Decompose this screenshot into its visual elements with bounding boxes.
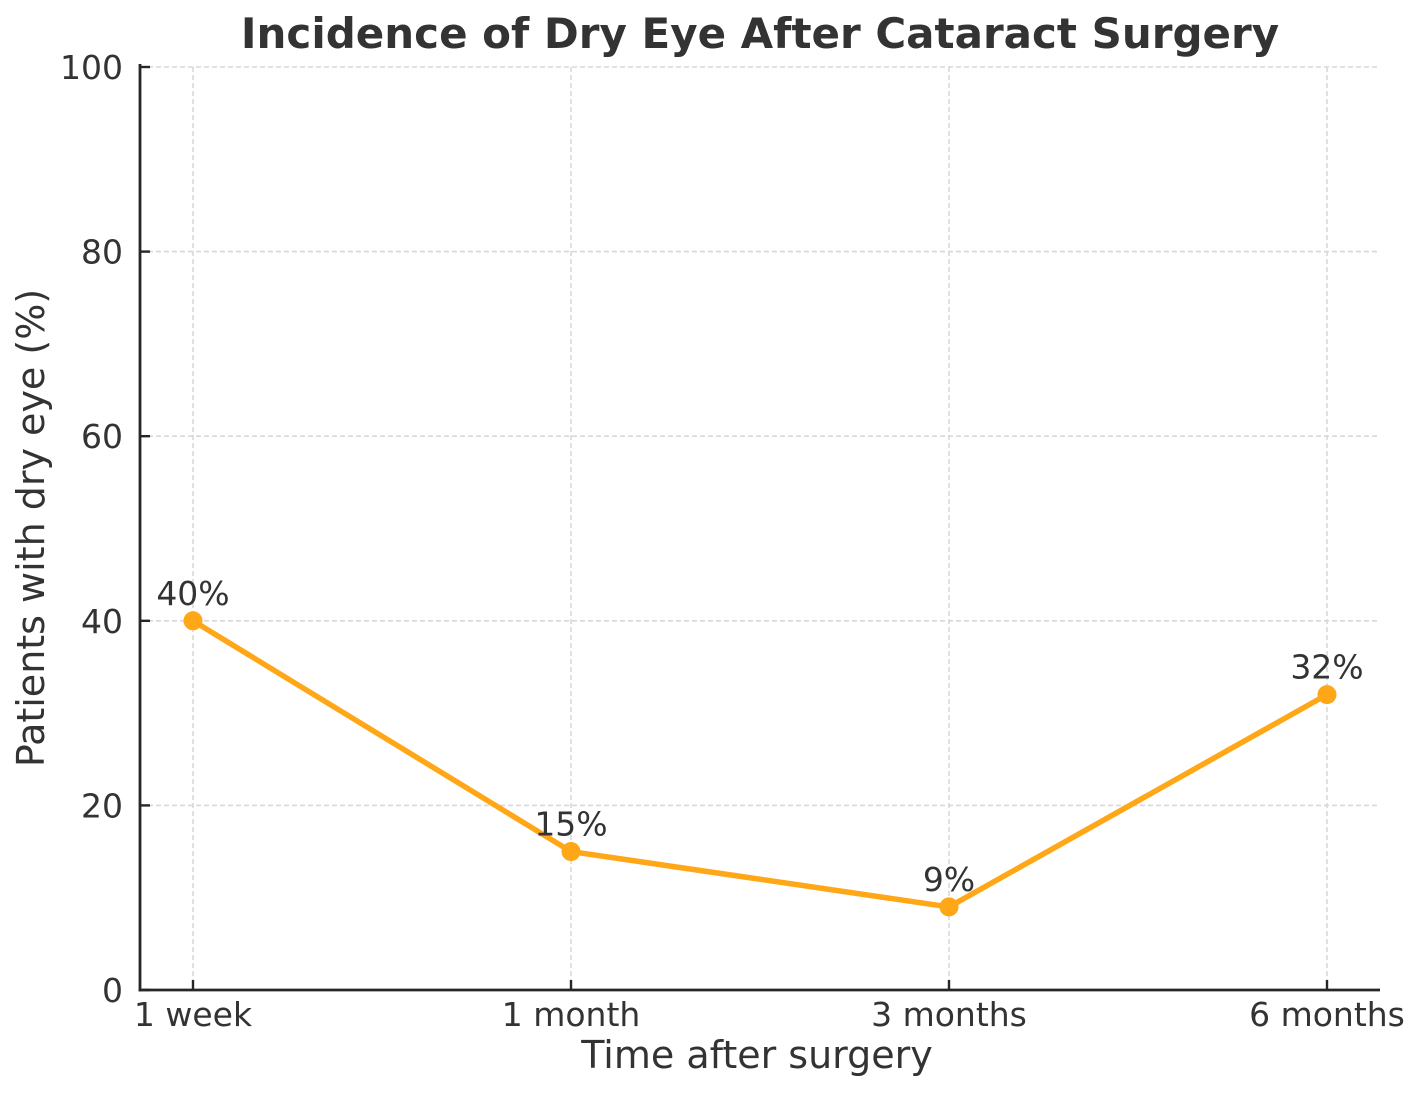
data-point-marker-0 [183,611,203,631]
y-tick-label: 80 [81,233,123,272]
point-value-labels: 40% 15% 9% 32% [156,574,1363,899]
data-point-marker-2 [939,897,959,917]
gridlines [140,66,1380,991]
point-label-2: 9% [923,860,975,899]
data-line [190,618,1330,910]
x-tick-label: 1 month [502,995,641,1034]
x-tick-labels: 1 week 1 month 3 months 6 months [134,995,1405,1034]
chart-title: Incidence of Dry Eye After Cataract Surg… [241,9,1279,58]
x-tick-label: 3 months [871,995,1027,1034]
y-tick-label: 20 [81,786,123,825]
y-tick-label: 0 [102,971,123,1010]
y-axis-label: Patients with dry eye (%) [9,289,53,767]
point-label-0: 40% [156,574,229,613]
y-tick-labels: 0 20 40 60 80 100 [60,48,123,1010]
axis-spines [138,64,1380,992]
y-tick-label: 100 [60,48,123,87]
x-tick-label: 1 week [134,995,253,1034]
point-label-3: 32% [1290,648,1363,687]
x-tick-label: 6 months [1249,995,1405,1034]
data-point-marker-3 [1317,685,1337,705]
x-axis-label: Time after surgery [580,1033,933,1077]
data-series [183,611,1337,917]
y-tick-label: 40 [81,602,123,641]
axis-ticks [140,65,1329,992]
y-tick-label: 60 [81,417,123,456]
data-point-marker-1 [561,842,581,862]
point-label-1: 15% [534,805,607,844]
